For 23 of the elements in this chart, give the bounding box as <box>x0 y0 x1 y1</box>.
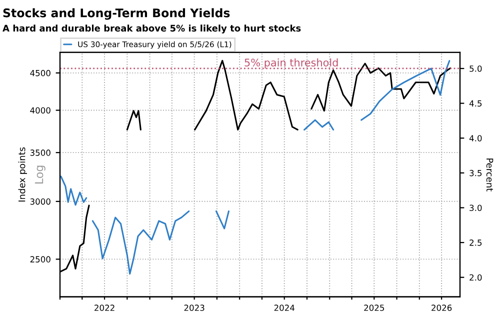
y-axis-title: Index points <box>18 147 27 202</box>
y2-tick-label: 4.5 <box>469 100 482 107</box>
y2-tick-label: 5.0 <box>470 65 482 72</box>
chart-title: Stocks and Long-Term Bond Yields <box>3 8 230 20</box>
y-tick-label: 4500 <box>30 70 50 76</box>
y-tick-label: 4000 <box>30 107 50 114</box>
x-tick-label: 2022 <box>94 304 114 311</box>
y2-tick-label: 4.0 <box>469 135 482 142</box>
ref-line-label: 5% pain threshold <box>244 58 338 68</box>
y-tick-label: 3000 <box>30 198 50 205</box>
y2-tick-label: 3.0 <box>470 204 482 212</box>
y2-tick-label: 2.0 <box>470 274 482 281</box>
y-tick-label: 2500 <box>30 256 50 262</box>
x-tick-label: 2024 <box>274 304 294 311</box>
y2-axis-title: Percent <box>486 158 494 192</box>
y2-tick-label: 3.5 <box>470 170 482 176</box>
text: Log <box>34 166 46 184</box>
y2-tick-label: 2.5 <box>470 240 482 246</box>
x-tick-label: 2025 <box>364 304 384 311</box>
y-tick-label: 3500 <box>30 150 50 156</box>
x-tick-label: 2026 <box>432 304 452 311</box>
x-tick-label: 2023 <box>184 304 204 311</box>
chart-subtitle: A hard and durable break above 5% is likely to hurt stocks <box>2 24 301 34</box>
